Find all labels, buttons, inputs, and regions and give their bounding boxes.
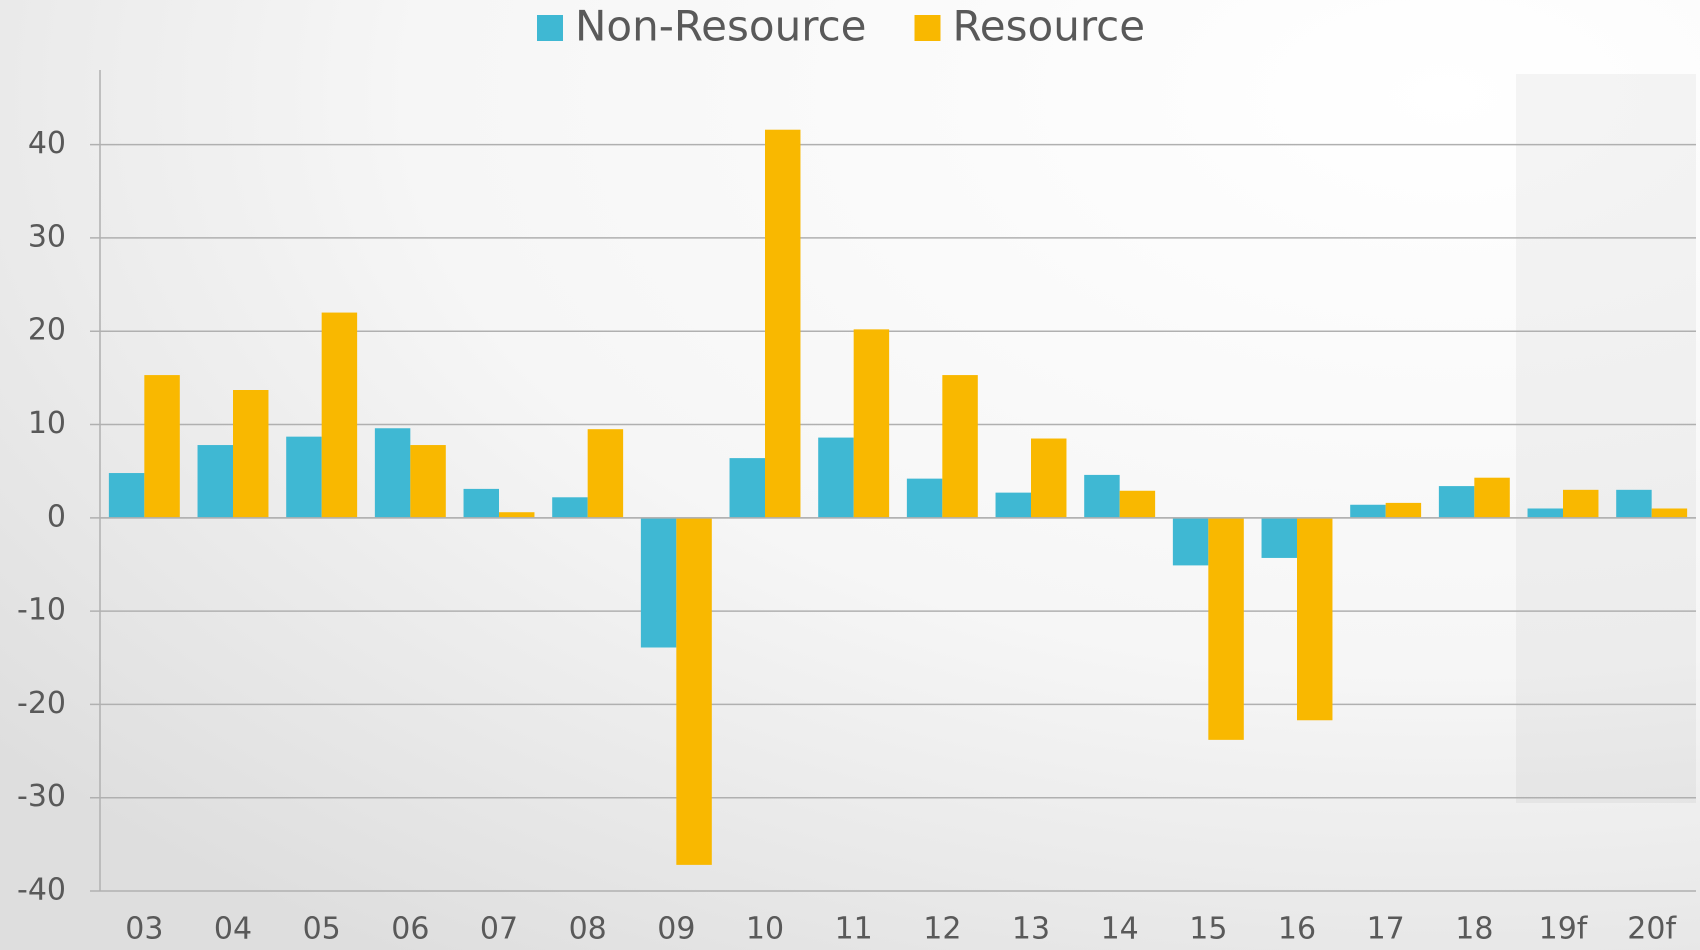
y-tick-label: -10: [17, 593, 66, 628]
x-tick-label: 13: [1012, 912, 1050, 947]
bar: [818, 437, 854, 518]
x-tick-label: 14: [1101, 912, 1139, 947]
bar: [197, 445, 233, 518]
x-tick-label: 16: [1278, 912, 1316, 947]
bar: [1084, 474, 1120, 518]
bar: [1172, 517, 1209, 566]
bar: [1563, 489, 1599, 518]
x-tick-label: 11: [835, 912, 873, 947]
y-tick-label: 20: [28, 313, 66, 348]
y-tick-label: 30: [28, 219, 66, 254]
x-tick-label: 15: [1189, 912, 1227, 947]
bar: [587, 429, 624, 518]
bar: [233, 390, 269, 518]
y-tick-label: -30: [17, 779, 66, 814]
bar: [410, 445, 446, 518]
bar: [942, 375, 978, 518]
y-tick-label: 0: [47, 499, 66, 534]
bar: [321, 312, 358, 518]
bar: [286, 436, 322, 518]
x-tick-label: 05: [303, 912, 341, 947]
x-tick-label: 07: [480, 912, 518, 947]
bar: [1616, 489, 1652, 518]
bar: [765, 129, 801, 518]
bar: [499, 512, 535, 518]
bar: [1350, 504, 1386, 518]
bar: [1261, 517, 1297, 558]
forecast-shade: [1516, 74, 1696, 803]
legend-label: Non-Resource: [575, 2, 867, 51]
bar: [1208, 517, 1244, 740]
bar: [1031, 438, 1067, 518]
bar: [906, 478, 943, 518]
x-tick-label: 03: [125, 912, 163, 947]
bar: [552, 497, 588, 518]
bar: [1474, 477, 1510, 518]
y-tick-label: 40: [28, 126, 66, 161]
legend-swatch: [914, 15, 941, 41]
x-tick-label: 04: [214, 912, 252, 947]
y-tick-label: -40: [17, 873, 66, 908]
x-tick-label: 09: [657, 912, 695, 947]
legend-label: Resource: [953, 2, 1146, 51]
legend: Non-Resource Resource: [537, 2, 1145, 51]
x-tick-label: 20f: [1627, 912, 1677, 947]
x-tick-label: 06: [391, 912, 429, 947]
x-tick-label: 12: [923, 912, 961, 947]
bar: [1297, 517, 1333, 721]
x-tick-label: 18: [1455, 912, 1493, 947]
bar: [463, 488, 499, 518]
bar: [1651, 508, 1688, 518]
y-tick-label: 10: [28, 406, 66, 441]
bar: [1438, 486, 1475, 518]
bar: [640, 517, 677, 648]
bar: [1527, 508, 1563, 518]
legend-swatch: [537, 15, 563, 41]
bar: [374, 428, 411, 518]
x-tick-label: 17: [1367, 912, 1405, 947]
bar: [676, 517, 712, 865]
x-tick-label: 10: [746, 912, 784, 947]
bar: [853, 329, 890, 518]
x-tick-label: 08: [569, 912, 607, 947]
bar: [995, 492, 1031, 518]
x-tick-label: 19f: [1539, 912, 1589, 947]
bar: [1385, 502, 1422, 518]
y-tick-label: -20: [17, 686, 66, 721]
bar: [144, 375, 180, 518]
bar: [1119, 490, 1156, 518]
bar: [729, 458, 765, 518]
bar: [108, 473, 145, 518]
